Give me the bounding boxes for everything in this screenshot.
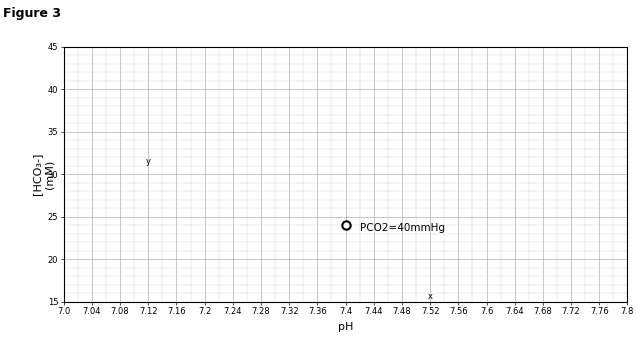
Text: y: y (146, 157, 151, 166)
Text: PCO2=40mmHg: PCO2=40mmHg (360, 223, 445, 233)
Y-axis label: [HCO₃-]
(mM): [HCO₃-] (mM) (32, 153, 54, 195)
Text: x: x (427, 292, 433, 301)
Text: Figure 3: Figure 3 (3, 7, 61, 20)
X-axis label: pH: pH (338, 322, 354, 332)
